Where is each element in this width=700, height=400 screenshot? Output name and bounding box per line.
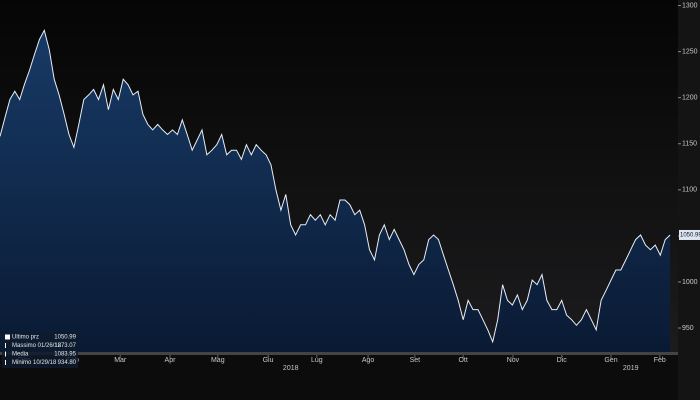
legend-label: Massimo 01/26/18 [12, 343, 62, 349]
y-tick-label: 1300 [682, 2, 698, 9]
legend-swatch [5, 360, 6, 365]
x-tick-label: Ott [458, 357, 467, 364]
x-tick-label: Set [410, 357, 421, 364]
legend-swatch [5, 343, 6, 348]
y-tick-label: 1150 [682, 141, 697, 148]
legend-bg [2, 332, 78, 368]
x-tick-label: Mag [211, 357, 225, 364]
scroll-strip [0, 352, 678, 355]
legend-swatch [5, 334, 10, 340]
legend-value: 934.80 [58, 360, 77, 366]
y-tick-label: 1250 [682, 48, 698, 55]
x-tick-label: Gen [604, 357, 617, 364]
x-tick-label: Ago [362, 357, 375, 364]
y-tick-label: 1000 [682, 279, 698, 286]
legend: Ultimo prz 1050.99 Massimo 01/26/181273.07… [2, 332, 78, 368]
y-tick-label: 1100 [682, 187, 697, 194]
legend-value: 1050.99 [54, 335, 76, 341]
legend-value: 1273.07 [54, 343, 76, 349]
last-value-label: 1050.99 [680, 233, 700, 239]
x-axis-bg [0, 352, 678, 400]
x-tick-label: Giu [263, 357, 274, 364]
legend-label: Minimo 10/29/18 [12, 360, 57, 366]
y-tick-label: 950 [682, 325, 694, 332]
x-tick-label: Nov [507, 357, 520, 364]
year-label: 2019 [623, 365, 639, 372]
legend-swatch [5, 351, 6, 357]
legend-label: Media [12, 352, 29, 358]
price-line [0, 29, 671, 344]
y-tick-label: 1200 [682, 95, 698, 102]
x-tick-label: Dic [557, 357, 568, 364]
last-value-tag [679, 229, 700, 240]
year-label: 2018 [283, 365, 299, 372]
x-tick-label: Feb [654, 357, 666, 364]
x-tick-label: Lug [311, 357, 323, 364]
axis-bg [678, 0, 700, 400]
legend-label: Ultimo prz [12, 335, 39, 341]
legend-value: 1083.95 [54, 352, 76, 358]
x-tick-label: Apr [165, 357, 177, 364]
area-fill [0, 30, 671, 353]
x-tick-label: Mar [114, 357, 127, 364]
